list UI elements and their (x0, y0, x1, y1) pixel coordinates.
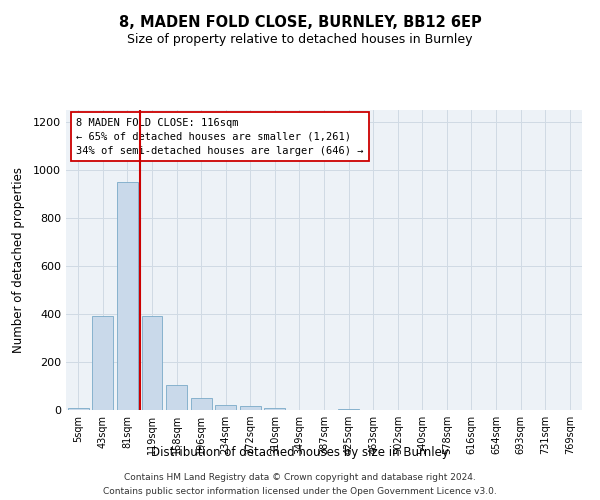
Bar (142, 316, 163, 410)
Text: 8, MADEN FOLD CLOSE, BURNLEY, BB12 6EP: 8, MADEN FOLD CLOSE, BURNLEY, BB12 6EP (119, 15, 481, 30)
Bar (191, 398, 212, 410)
Bar (166, 385, 187, 410)
Text: Size of property relative to detached houses in Burnley: Size of property relative to detached ho… (127, 32, 473, 46)
Text: Contains public sector information licensed under the Open Government Licence v3: Contains public sector information licen… (103, 486, 497, 496)
Text: 8 MADEN FOLD CLOSE: 116sqm
← 65% of detached houses are smaller (1,261)
34% of s: 8 MADEN FOLD CLOSE: 116sqm ← 65% of deta… (76, 118, 364, 156)
Text: Contains HM Land Registry data © Crown copyright and database right 2024.: Contains HM Land Registry data © Crown c… (124, 473, 476, 482)
Bar (240, 406, 261, 410)
Bar (338, 409, 359, 410)
Bar (265, 408, 286, 410)
Y-axis label: Number of detached properties: Number of detached properties (11, 167, 25, 353)
Bar (215, 405, 236, 410)
Text: Distribution of detached houses by size in Burnley: Distribution of detached houses by size … (151, 446, 449, 459)
Bar (117, 182, 138, 410)
Bar (92, 316, 113, 410)
Bar (68, 408, 89, 410)
